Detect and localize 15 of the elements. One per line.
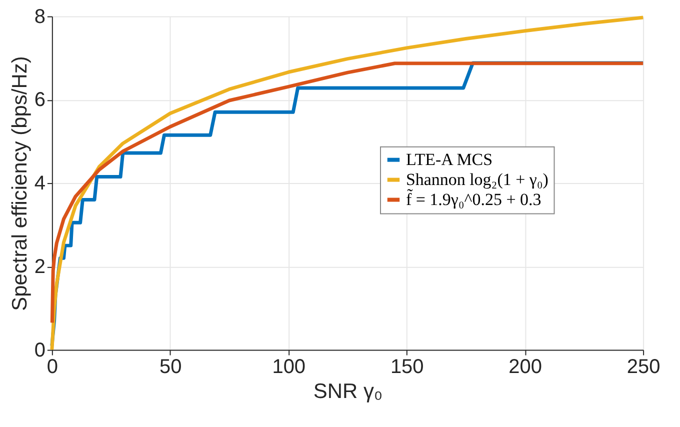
legend-label: Shannon log₂(1 + γ₀) xyxy=(406,170,548,189)
x-tick-label: 150 xyxy=(390,356,424,378)
x-axis-title: SNR γ₀ xyxy=(313,380,383,404)
y-tick-label: 4 xyxy=(34,172,46,195)
legend-label: f̃ = 1.9γ₀^0.25 + 0.3 xyxy=(406,188,542,209)
y-axis-title: Spectral efficiency (bps/Hz) xyxy=(8,56,32,311)
y-tick-label: 8 xyxy=(34,6,46,28)
x-tick-label: 250 xyxy=(626,356,660,378)
x-tick-label: 100 xyxy=(272,356,306,378)
y-tick-label: 6 xyxy=(34,89,46,112)
x-tick-label: 200 xyxy=(508,356,542,378)
x-tick-label: 50 xyxy=(160,356,182,378)
legend-label: LTE-A MCS xyxy=(406,150,493,169)
y-tick-label: 0 xyxy=(34,339,46,362)
y-tick-label: 2 xyxy=(34,256,46,278)
